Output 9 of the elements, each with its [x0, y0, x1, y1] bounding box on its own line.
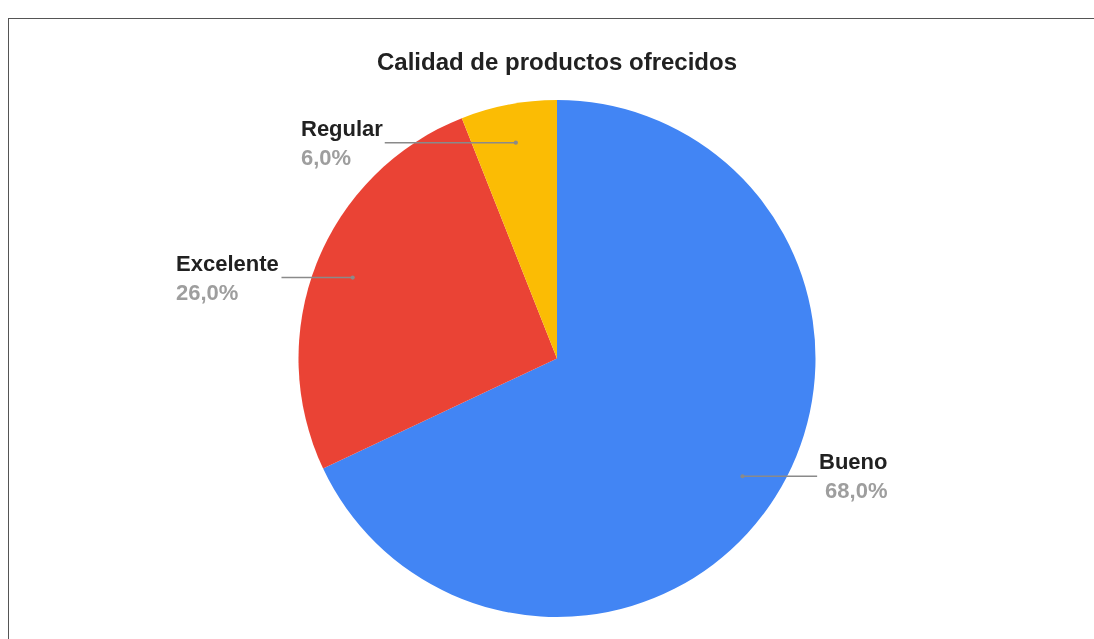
data-label: 68,0%	[825, 477, 888, 503]
data-label: 6,0%	[301, 144, 352, 170]
slice-label: Bueno	[819, 449, 888, 474]
slice-label: Regular	[301, 116, 384, 141]
pie-slice	[299, 118, 557, 469]
slice-label: Excelente	[176, 251, 279, 276]
chart-title: Calidad de productos ofrecidos	[376, 48, 738, 76]
data-label: 26,0%	[176, 279, 239, 305]
pie-slice	[461, 100, 557, 359]
